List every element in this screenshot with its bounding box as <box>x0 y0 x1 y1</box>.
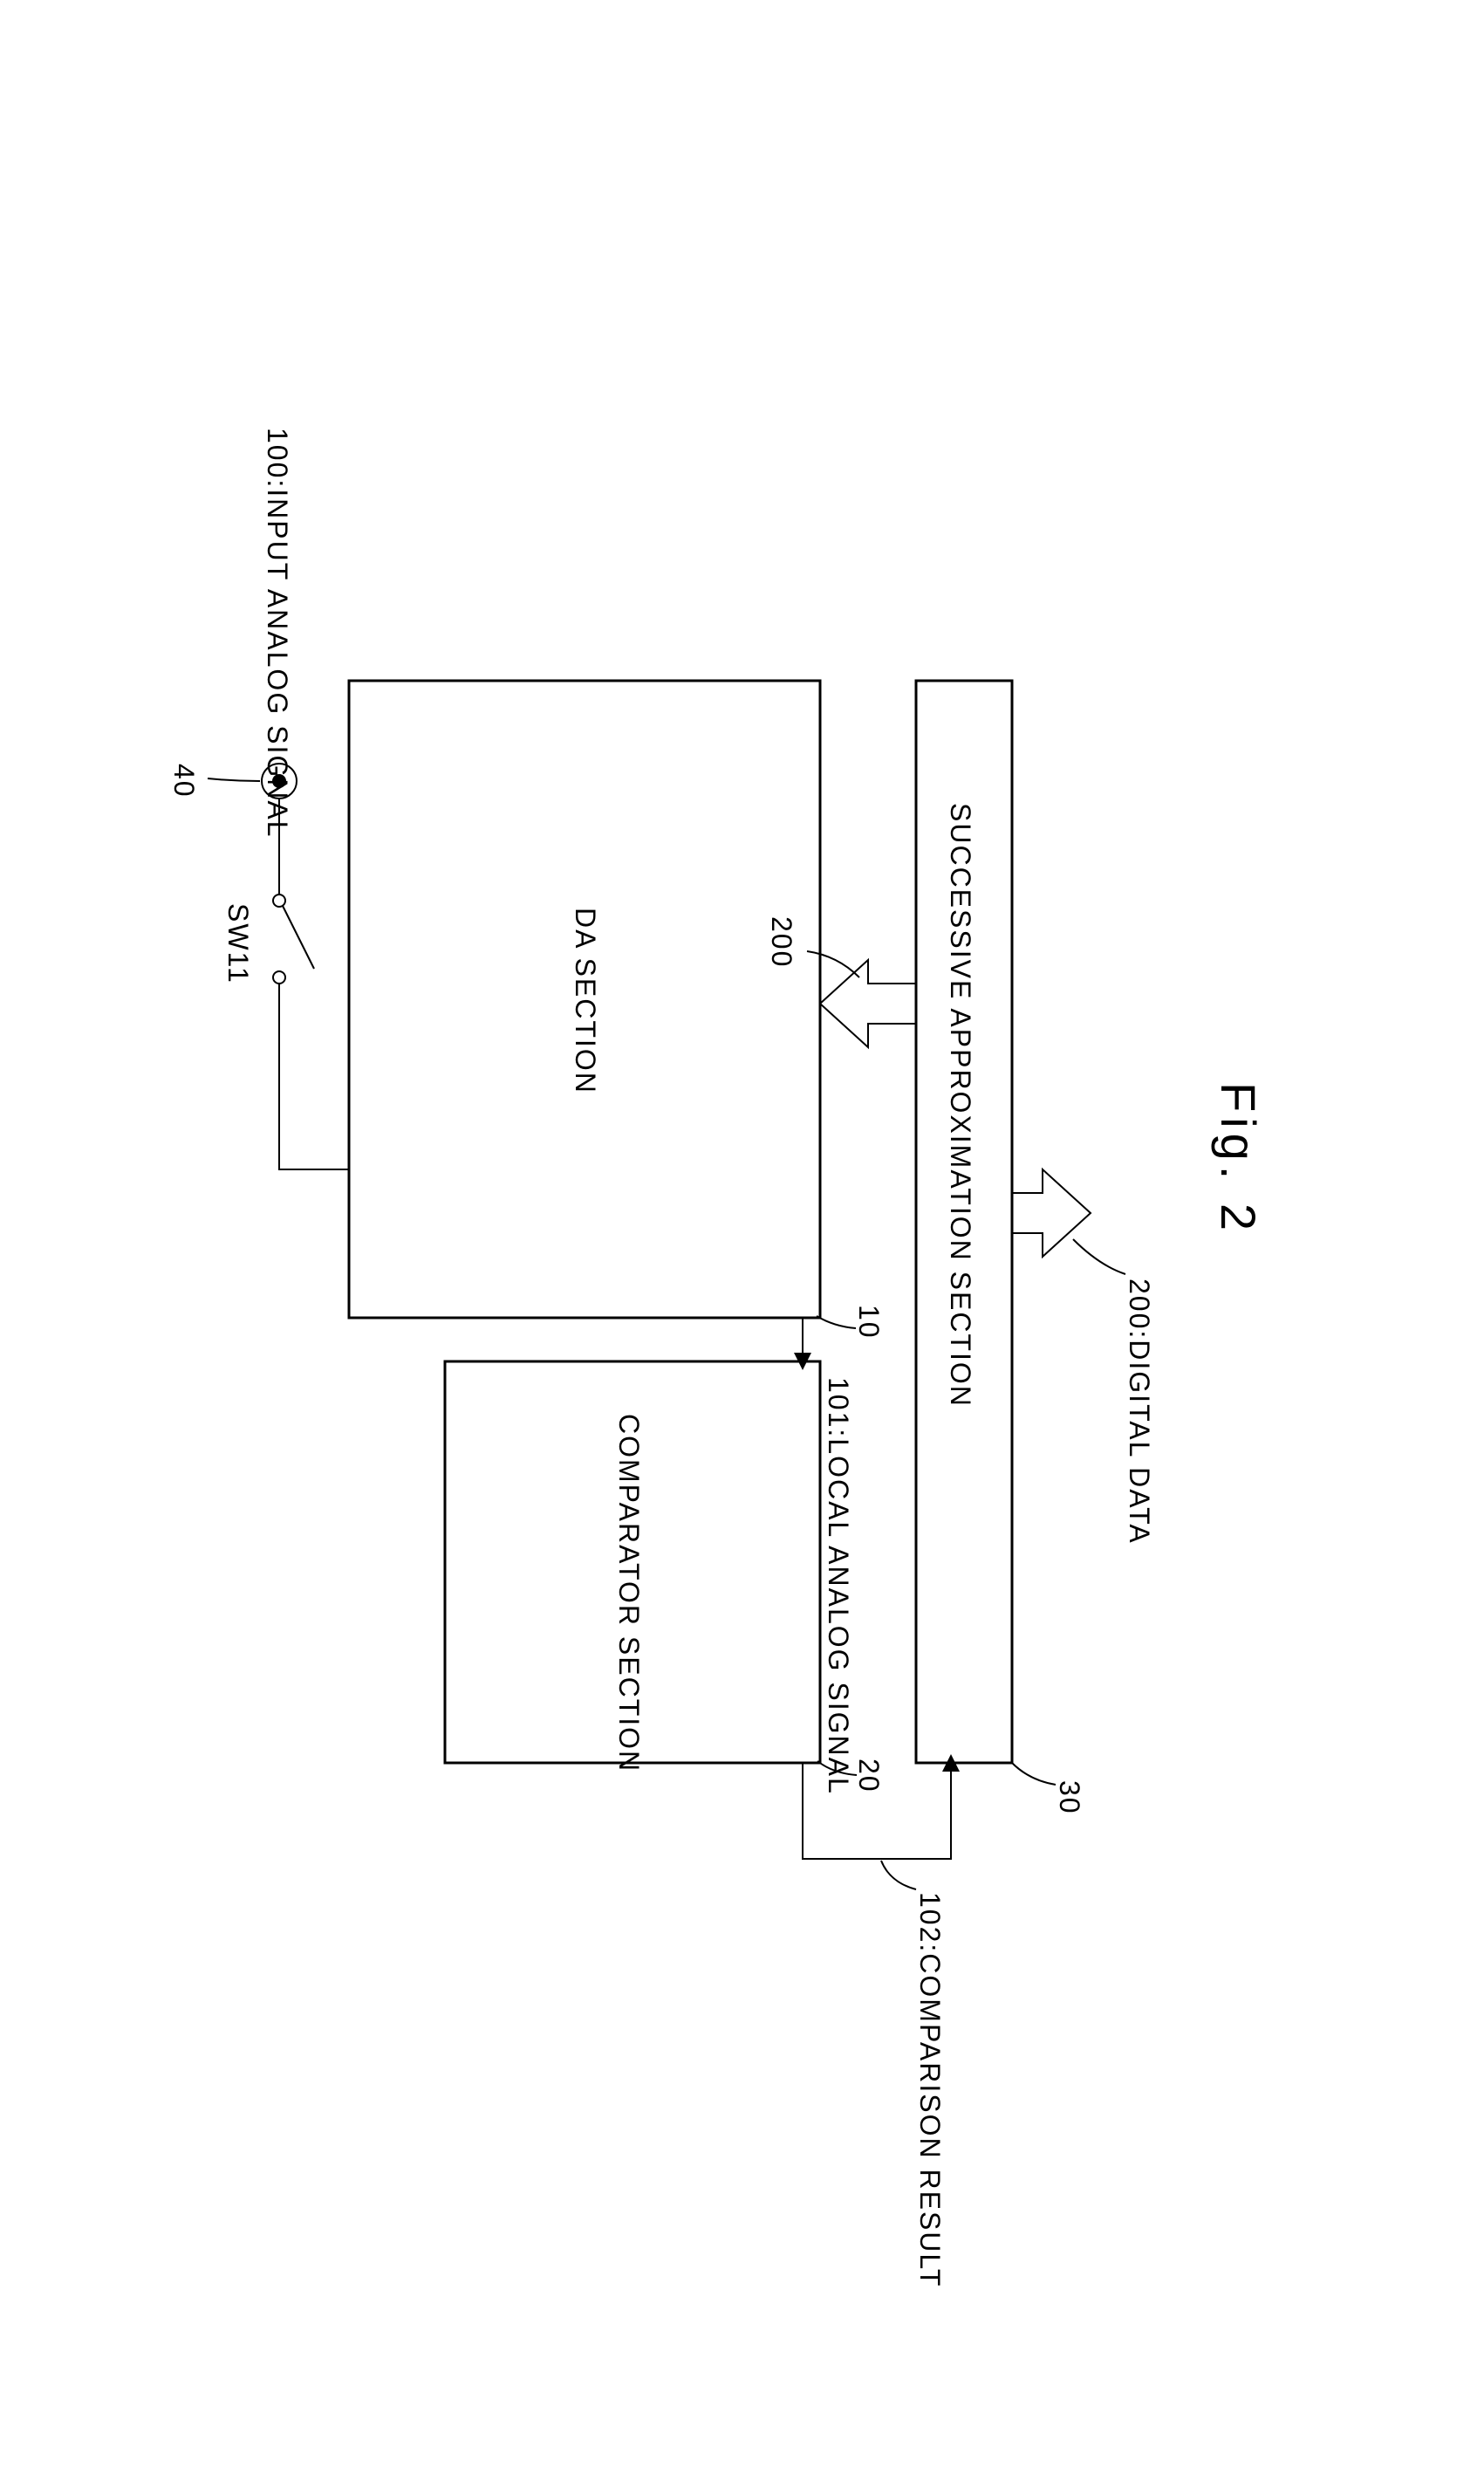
switch-label: SW11 <box>222 903 254 984</box>
wire-switch-to-da <box>279 984 349 1169</box>
da-section-label: DA SECTION <box>570 908 601 1094</box>
sa-ref-leader <box>1012 1763 1056 1785</box>
comp-section-label: COMPARATOR SECTION <box>613 1414 645 1772</box>
digital-data-label: 200:DIGITAL DATA <box>1124 1279 1155 1545</box>
digital-data-leader <box>1073 1239 1125 1274</box>
figure-canvas: Fig. 2 SUCCESSIVE APPROXIMATION SECTION … <box>0 0 1484 2468</box>
sa-to-da-label: 200 <box>766 916 797 968</box>
comp-ref-label: 20 <box>853 1758 885 1793</box>
da-ref-leader <box>817 1316 856 1328</box>
switch-sw11 <box>273 895 314 984</box>
terminal-ref-leader <box>208 778 260 781</box>
comparison-leader <box>881 1861 916 1889</box>
sa-to-da-leader <box>807 951 859 977</box>
comparison-result-label: 102:COMPARISON RESULT <box>914 1892 946 2287</box>
sa-section-label: SUCCESSIVE APPROXIMATION SECTION <box>945 803 976 1408</box>
da-ref-label: 10 <box>853 1305 885 1340</box>
sa-to-da-arrow <box>820 960 916 1047</box>
local-analog-label: 101:LOCAL ANALOG SIGNAL <box>823 1377 854 1795</box>
figure-title: Fig. 2 <box>1211 1082 1266 1236</box>
sa-ref-label: 30 <box>1054 1780 1085 1815</box>
terminal-ref-label: 40 <box>168 764 200 799</box>
